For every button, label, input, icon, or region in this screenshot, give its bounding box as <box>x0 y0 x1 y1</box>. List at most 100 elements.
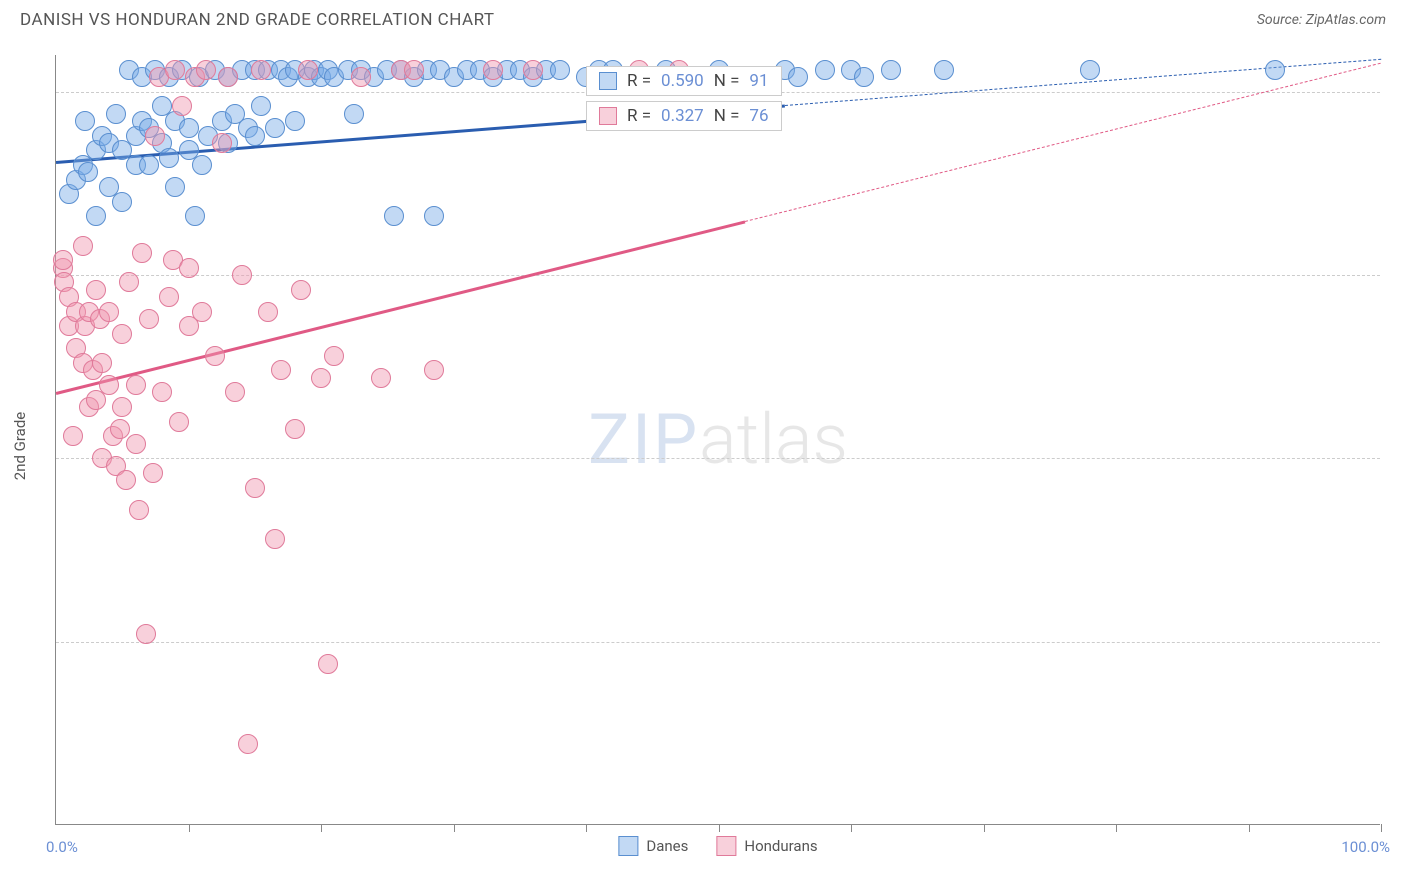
x-tick <box>454 824 455 832</box>
data-point <box>854 67 874 87</box>
chart-plot-area: ZIPatlas 0.0% 100.0% DanesHondurans 100.… <box>55 55 1380 825</box>
legend: Danes Hondurans <box>618 836 817 856</box>
data-point <box>344 104 364 124</box>
data-point <box>318 654 338 674</box>
x-tick <box>719 824 720 832</box>
stats-swatch <box>599 72 617 90</box>
data-point <box>165 177 185 197</box>
data-point <box>218 67 238 87</box>
data-point <box>112 397 132 417</box>
data-point <box>245 478 265 498</box>
y-axis-label: 2nd Grade <box>11 412 29 480</box>
data-point <box>265 118 285 138</box>
x-axis-max-label: 100.0% <box>1341 838 1390 856</box>
data-point <box>119 272 139 292</box>
data-point <box>205 346 225 366</box>
stats-swatch <box>599 107 617 125</box>
y-tick-label: 97.5% <box>1390 266 1406 284</box>
data-point <box>424 206 444 226</box>
stats-n-label: N = <box>714 106 740 126</box>
data-point <box>881 60 901 80</box>
x-tick <box>321 824 322 832</box>
data-point <box>92 353 112 373</box>
chart-title: DANISH VS HONDURAN 2ND GRADE CORRELATION… <box>20 10 495 30</box>
data-point <box>53 250 73 270</box>
data-point <box>112 192 132 212</box>
x-tick <box>1381 824 1382 832</box>
stats-box: R =0.590N =91 <box>586 66 782 96</box>
data-point <box>185 206 205 226</box>
data-point <box>311 368 331 388</box>
data-point <box>1080 60 1100 80</box>
data-point <box>298 60 318 80</box>
data-point <box>815 60 835 80</box>
stats-r-value: 0.327 <box>661 106 704 126</box>
data-point <box>238 734 258 754</box>
data-point <box>126 434 146 454</box>
data-point <box>132 243 152 263</box>
trend-line <box>745 62 1381 221</box>
data-point <box>139 309 159 329</box>
data-point <box>258 302 278 322</box>
legend-label: Danes <box>646 837 688 855</box>
data-point <box>73 236 93 256</box>
data-point <box>196 60 216 80</box>
data-point <box>245 126 265 146</box>
data-point <box>152 382 172 402</box>
data-point <box>86 206 106 226</box>
data-point <box>143 463 163 483</box>
data-point <box>99 302 119 322</box>
data-point <box>192 302 212 322</box>
trend-line <box>56 221 746 395</box>
x-tick <box>851 824 852 832</box>
data-point <box>86 280 106 300</box>
data-point <box>424 360 444 380</box>
data-point <box>75 111 95 131</box>
stats-n-value: 91 <box>749 71 768 91</box>
stats-n-label: N = <box>714 71 740 91</box>
data-point <box>291 280 311 300</box>
data-point <box>232 265 252 285</box>
data-point <box>159 287 179 307</box>
chart-header: DANISH VS HONDURAN 2ND GRADE CORRELATION… <box>0 0 1406 38</box>
data-point <box>112 324 132 344</box>
watermark-zip: ZIP <box>588 399 699 481</box>
x-tick <box>984 824 985 832</box>
chart-source: Source: ZipAtlas.com <box>1257 12 1386 28</box>
data-point <box>351 67 371 87</box>
data-point <box>384 206 404 226</box>
y-tick-label: 100.0% <box>1390 83 1406 101</box>
legend-swatch <box>716 836 736 856</box>
x-tick <box>1116 824 1117 832</box>
data-point <box>788 67 808 87</box>
x-tick <box>1249 824 1250 832</box>
data-point <box>145 126 165 146</box>
data-point <box>159 148 179 168</box>
stats-box: R =0.327N =76 <box>586 101 782 131</box>
data-point <box>172 96 192 116</box>
data-point <box>271 360 291 380</box>
data-point <box>324 346 344 366</box>
data-point <box>371 368 391 388</box>
data-point <box>225 382 245 402</box>
data-point <box>63 426 83 446</box>
data-point <box>136 624 156 644</box>
data-point <box>179 258 199 278</box>
data-point <box>106 104 126 124</box>
data-point <box>1265 60 1285 80</box>
data-point <box>139 155 159 175</box>
y-tick-label: 95.0% <box>1390 449 1406 467</box>
stats-r-label: R = <box>627 106 651 126</box>
legend-item: Danes <box>618 836 688 856</box>
x-axis-min-label: 0.0% <box>46 838 78 856</box>
data-point <box>212 133 232 153</box>
stats-r-value: 0.590 <box>661 71 704 91</box>
legend-label: Hondurans <box>744 837 817 855</box>
data-point <box>169 412 189 432</box>
data-point <box>483 60 503 80</box>
data-point <box>78 162 98 182</box>
data-point <box>99 375 119 395</box>
data-point <box>116 470 136 490</box>
data-point <box>165 60 185 80</box>
data-point <box>179 118 199 138</box>
